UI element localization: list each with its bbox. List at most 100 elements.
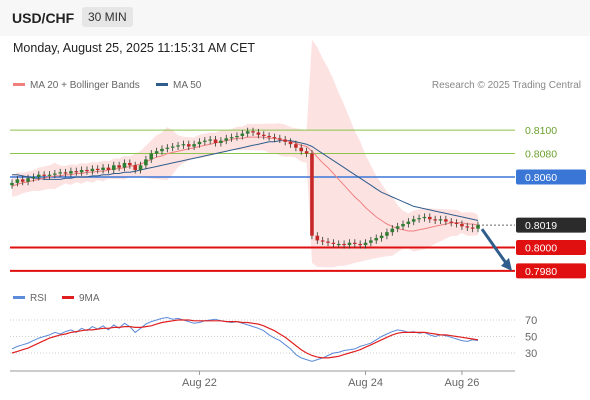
candle-body	[138, 165, 143, 170]
level-label-text: 0.7980	[525, 266, 557, 278]
candle-body	[117, 165, 121, 168]
candle-body	[235, 135, 239, 138]
candle	[224, 134, 229, 145]
candle	[42, 171, 46, 180]
candle	[304, 147, 309, 158]
candle-body	[47, 174, 52, 176]
candle	[261, 131, 266, 140]
candle	[454, 219, 459, 228]
candle	[267, 132, 271, 141]
candle	[369, 236, 373, 247]
candle	[411, 215, 416, 226]
candle	[310, 150, 314, 240]
candle-body	[272, 137, 277, 139]
level-label-0.8080: 0.8080	[525, 149, 557, 161]
candle	[69, 167, 73, 178]
candle-body	[304, 151, 309, 154]
candle-body	[353, 242, 357, 244]
candle-body	[379, 235, 384, 239]
candle-body	[363, 242, 368, 246]
level-label-box	[516, 263, 586, 279]
legend-9ma-label: 9MA	[79, 293, 100, 304]
candle	[235, 132, 239, 141]
candle	[363, 239, 368, 249]
candle	[63, 168, 68, 178]
candle	[111, 161, 116, 174]
candle	[465, 222, 470, 232]
candle	[395, 222, 400, 233]
candle-body	[438, 219, 443, 221]
candle-body	[331, 242, 336, 244]
candle	[444, 215, 448, 226]
level-label-box	[516, 239, 586, 255]
candle	[47, 171, 52, 180]
rsi-9ma-line	[11, 319, 479, 359]
candle	[181, 140, 186, 149]
level-label-text: 0.8000	[525, 242, 557, 254]
rsi-panel: 70 50 30	[10, 315, 537, 362]
candle	[20, 175, 25, 186]
top-bar: USD/CHF 30 MIN	[0, 0, 590, 36]
candle	[326, 238, 330, 247]
candle-body	[283, 139, 287, 142]
candle-body	[26, 178, 30, 182]
candle	[31, 173, 36, 182]
candle-body	[79, 169, 84, 173]
legend-9ma-swatch	[62, 295, 74, 299]
candle-body	[433, 219, 437, 221]
candle-body	[315, 235, 320, 241]
candle-body	[427, 216, 432, 220]
legend-bollinger-swatch	[13, 82, 25, 86]
candle-body	[278, 138, 282, 140]
legend-bollinger-label: MA 20 + Bollinger Bands	[30, 80, 140, 91]
candle-body	[31, 177, 36, 179]
candle-body	[460, 223, 464, 227]
candle	[128, 159, 132, 169]
candle	[390, 225, 395, 236]
level-label-box	[516, 217, 586, 233]
candle	[433, 215, 437, 224]
candle	[176, 141, 180, 151]
candle-body	[63, 172, 68, 174]
candle	[470, 223, 475, 233]
candle-body	[417, 218, 421, 220]
candle	[74, 167, 79, 176]
candle-body	[299, 147, 304, 152]
candle	[288, 138, 293, 148]
datetime-label: Monday, August 25, 2025 11:15:31 AM CET	[13, 41, 256, 55]
x-tick-label: Aug 24	[348, 377, 383, 389]
candle	[294, 140, 298, 152]
candle-body	[208, 139, 212, 141]
candle-body	[20, 179, 25, 182]
candle	[36, 171, 41, 181]
candle-body	[36, 174, 41, 178]
candle	[138, 161, 143, 174]
candle	[213, 135, 218, 147]
timeframe-button[interactable]: 30 MIN	[82, 7, 133, 27]
candle	[229, 133, 234, 142]
candle-body	[422, 216, 427, 219]
candle-body	[219, 140, 223, 143]
candle-body	[122, 162, 127, 168]
candle-body	[85, 169, 89, 172]
candle-body	[369, 240, 373, 243]
level-label-0.7980: 0.7980	[516, 263, 586, 279]
legend-rsi-swatch	[13, 295, 25, 299]
candle-body	[224, 138, 229, 141]
candle-body	[106, 167, 111, 170]
candle-body	[149, 153, 154, 160]
candle-body	[170, 146, 175, 148]
candle-body	[213, 139, 218, 143]
candle	[79, 166, 84, 176]
candle	[438, 215, 443, 224]
candle	[170, 142, 175, 152]
level-label-text: 0.8060	[525, 172, 557, 184]
rsi-level-label: 70	[525, 315, 537, 327]
candle	[342, 240, 346, 249]
candle	[197, 138, 202, 148]
level-lines-layer	[10, 129, 515, 272]
candle-body	[203, 140, 207, 142]
candle	[272, 133, 277, 142]
candle-body	[154, 151, 159, 154]
